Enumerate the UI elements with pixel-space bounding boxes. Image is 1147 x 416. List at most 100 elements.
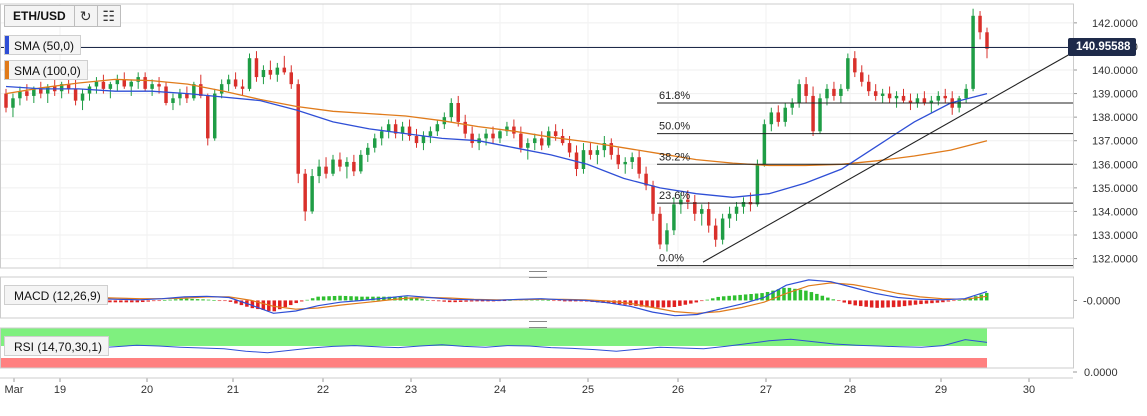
candle-body [108,84,113,89]
macd-histogram-bar [754,293,759,301]
rsi-label: RSI (14,70,30,1) [14,340,103,354]
macd-histogram-bar [897,300,901,307]
macd-histogram-bar [798,289,803,301]
macd-histogram-bar [349,296,353,301]
macd-histogram-bar [146,300,150,302]
macd-histogram-bar [738,294,742,301]
date-tick-label: 25 [582,384,594,396]
candle-body [456,103,460,122]
candle-body [261,70,266,78]
macd-histogram-bar [354,296,359,301]
macd-histogram-bar [119,300,123,303]
candle-body [595,150,600,155]
macd-histogram-bar [743,294,748,301]
candle-body [839,88,843,96]
macd-histogram-bar [683,300,688,305]
candle-body [393,124,398,134]
macd-legend[interactable]: MACD (12,26,9) [4,285,108,305]
candle-body [818,98,822,132]
macd-histogram-bar [935,300,940,303]
candle-body [345,161,349,167]
pane-resize-handle-1[interactable] [529,271,547,278]
macd-histogram-bar [469,300,474,302]
candle-body [379,131,384,139]
macd-histogram-bar [946,300,951,302]
candle-body [644,173,648,186]
macd-histogram-bar [957,300,962,301]
candle-body [233,79,238,87]
candle-body [581,150,586,169]
candle-body [247,58,252,89]
candle-body [797,84,801,103]
candle-body [122,79,127,87]
price-pane-frame [0,3,1074,269]
fib-level-label: 0.0% [659,253,684,265]
symbol-selector[interactable]: ETH/USD ↻ ☷ [4,5,121,27]
pane-resize-handle-2[interactable] [529,321,547,328]
candle-body [428,131,433,136]
macd-histogram-bar [261,300,266,310]
macd-histogram-bar [305,299,309,301]
candle-body [686,199,690,202]
candle-body [860,72,864,82]
candle-body [574,152,579,169]
sma50-label: SMA (50,0) [14,39,75,53]
candle-body [623,161,627,165]
candle-body [386,124,391,132]
macd-histogram-bar [371,296,375,301]
macd-histogram-bar [179,298,183,301]
macd-signal-line [5,282,988,314]
macd-histogram-bar [645,300,649,308]
candle-body [212,93,217,139]
candle-body [25,91,29,96]
candle-body [254,58,259,78]
candle-body [129,81,133,87]
sma100-swatch [5,61,9,79]
candle-body [706,209,711,226]
macd-histogram-bar [694,300,699,303]
macd-histogram-bar [710,298,715,301]
macd-histogram-bar [869,300,874,308]
macd-histogram-bar [891,300,896,308]
candle-body [964,88,968,99]
candle-body [414,136,419,144]
candle-body [804,84,808,96]
macd-histogram-bar [173,299,178,301]
macd-histogram-bar [732,295,737,301]
candle-body [331,159,335,174]
macd-histogram-bar [310,298,315,301]
candle-body [630,157,634,162]
candle-body [73,88,78,101]
refresh-icon[interactable]: ↻ [73,6,97,26]
macd-histogram-bar [294,300,298,304]
date-tick-label: 30 [1023,384,1035,396]
macd-histogram-bar [963,299,967,301]
bar-chart-icon[interactable]: ☷ [96,6,120,26]
macd-histogram-bar [502,300,507,302]
rsi-legend[interactable]: RSI (14,70,30,1) [4,336,110,356]
rsi-line [5,338,988,354]
fib-level-label: 61.8% [659,90,690,102]
candle-body [971,15,975,89]
candle-body [178,93,182,99]
candle-body [226,79,231,85]
macd-pane-frame [0,276,1074,319]
date-tick-label: Mar [5,384,24,396]
candle-body [157,84,161,87]
candle-body [421,136,426,144]
price-tick-label: 138.0000 [1092,112,1138,124]
macd-histogram-bar [486,300,490,302]
sma100-legend[interactable]: SMA (100,0) [4,60,88,80]
candle-body [11,98,15,108]
macd-histogram-bar [952,300,956,302]
macd-histogram-bar [919,300,923,305]
macd-histogram-bar [886,300,890,308]
candle-body [282,67,287,73]
macd-histogram-bar [716,296,720,301]
macd-histogram-bar [661,300,666,308]
sma50-legend[interactable]: SMA (50,0) [4,35,82,55]
date-tick-label: 29 [935,384,947,396]
macd-histogram-bar [826,297,830,301]
macd-histogram-bar [360,296,364,301]
